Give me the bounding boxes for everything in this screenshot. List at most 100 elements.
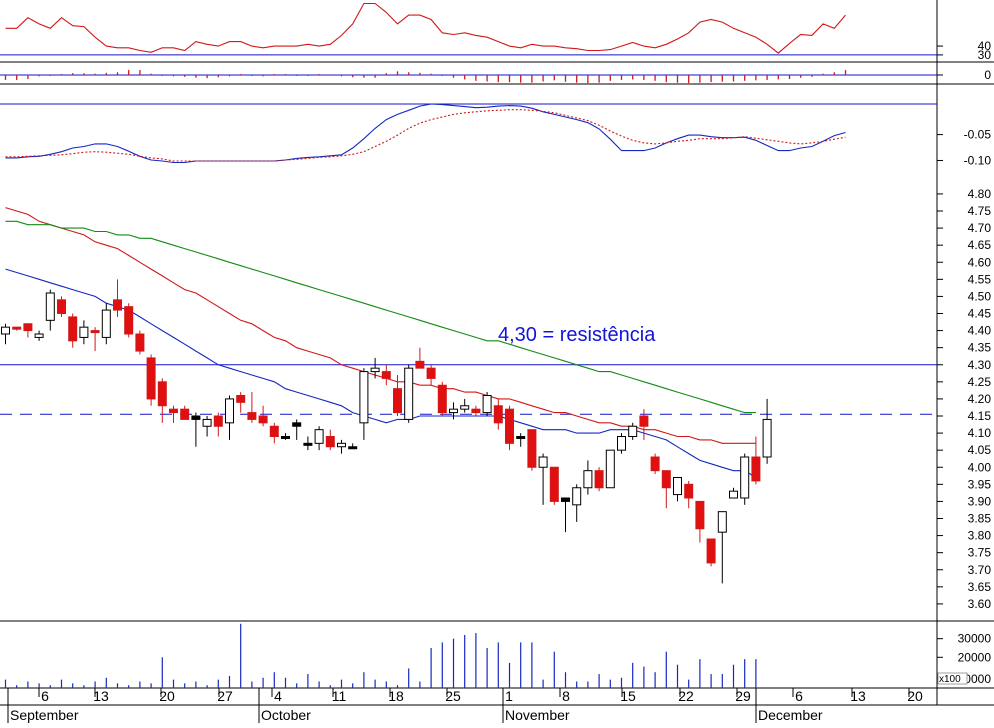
- candle-body: [34, 333, 44, 338]
- candle-body: [113, 299, 122, 311]
- candle-body: [381, 371, 391, 379]
- day-label: 13: [93, 688, 109, 704]
- y-tick-label: 3.70: [968, 563, 992, 577]
- candlestick: [527, 429, 537, 471]
- month-label: November: [505, 707, 570, 723]
- candlestick: [45, 289, 55, 331]
- price-panel: 4.80 4.75 4.70 4.65 4.60 4.55 4.50 4.45 4.40 4.35…: [0, 187, 991, 611]
- candle-body: [404, 367, 414, 420]
- candlestick: [505, 405, 514, 451]
- candlestick: [583, 460, 593, 495]
- candlestick: [673, 477, 682, 502]
- candle-body: [661, 470, 671, 489]
- candle-body: [1, 326, 10, 335]
- candle-body: [325, 436, 335, 448]
- candlestick: [695, 500, 705, 543]
- moving-average-long: [5, 220, 756, 414]
- candlestick: [762, 398, 772, 464]
- day-label: 29: [735, 688, 751, 704]
- y-tick-label: 4.40: [968, 324, 992, 338]
- y-tick-label: 4.45: [968, 307, 992, 321]
- candle-body: [225, 398, 234, 424]
- y-tick-label: 4.75: [968, 204, 992, 218]
- candlestick: [191, 412, 201, 447]
- candlestick: [225, 395, 234, 440]
- candle-body: [538, 456, 548, 468]
- candlestick: [101, 303, 111, 345]
- candlestick: [57, 296, 66, 317]
- candlestick: [706, 538, 716, 567]
- y-tick-label: -0.05: [964, 128, 992, 142]
- candlestick: [146, 354, 156, 406]
- day-label: 18: [388, 688, 404, 704]
- y-tick-label: 30000: [958, 632, 992, 646]
- month-label: October: [261, 707, 311, 723]
- candle-body: [191, 415, 201, 420]
- candle-body: [628, 425, 638, 437]
- month-label: September: [10, 707, 79, 723]
- candlestick: [426, 364, 436, 386]
- day-label: 4: [274, 688, 282, 704]
- candlestick: [561, 497, 570, 533]
- candlestick: [348, 443, 358, 450]
- candlestick: [236, 392, 246, 413]
- candlestick: [303, 436, 313, 451]
- candlestick: [370, 357, 380, 379]
- candlestick: [628, 422, 638, 440]
- macd-line: [5, 103, 846, 164]
- candle-body: [605, 449, 615, 489]
- candle-body: [90, 330, 100, 334]
- candle-body: [292, 422, 302, 427]
- candle-body: [303, 442, 313, 446]
- day-label: 25: [445, 688, 461, 704]
- day-label: 27: [217, 688, 233, 704]
- candlestick: [157, 378, 167, 423]
- candle-body: [471, 408, 481, 414]
- candlestick: [113, 279, 122, 317]
- day-label: 1: [505, 688, 513, 704]
- y-tick-label: 3.85: [968, 512, 992, 526]
- candlestick: [751, 436, 761, 485]
- day-label: 15: [620, 688, 636, 704]
- y-tick-label: 0: [984, 68, 991, 82]
- resistance-annotation: 4,30 = resistência: [498, 324, 656, 346]
- day-label: 13: [850, 688, 866, 704]
- candle-body: [337, 442, 346, 448]
- y-tick-label: 4.20: [968, 392, 992, 406]
- candle-body: [101, 309, 111, 338]
- volume-unit-box: [937, 672, 968, 685]
- candlestick: [684, 480, 694, 509]
- candle-body: [269, 425, 279, 437]
- candlestick: [729, 487, 738, 499]
- candle-body: [729, 490, 738, 499]
- y-tick-label: 4.50: [968, 289, 992, 303]
- volume-unit-label: x100: [939, 674, 961, 685]
- candlestick: [437, 381, 447, 416]
- candlestick: [460, 398, 470, 413]
- rsi-line: [5, 2, 846, 54]
- candlestick: [337, 439, 346, 454]
- candle-body: [516, 436, 526, 439]
- y-tick-label: 3.75: [968, 546, 992, 560]
- y-tick-label: 4.35: [968, 341, 992, 355]
- y-tick-label: 4.60: [968, 255, 992, 269]
- candlestick: [213, 412, 223, 437]
- candle-body: [639, 415, 649, 427]
- y-tick-label: 40: [978, 39, 992, 53]
- candle-body: [684, 483, 694, 499]
- candle-body: [583, 470, 593, 489]
- candlestick: [292, 419, 302, 440]
- candle-body: [460, 405, 470, 410]
- y-tick-label: 30: [978, 48, 992, 62]
- y-tick-label: 3.60: [968, 597, 992, 611]
- day-label: 20: [907, 688, 923, 704]
- candle-body: [258, 415, 268, 424]
- candlestick: [493, 398, 503, 430]
- candlestick: [538, 453, 548, 505]
- day-label: 6: [795, 688, 803, 704]
- y-tick-label: 4.80: [968, 187, 992, 201]
- candlestick: [617, 433, 626, 454]
